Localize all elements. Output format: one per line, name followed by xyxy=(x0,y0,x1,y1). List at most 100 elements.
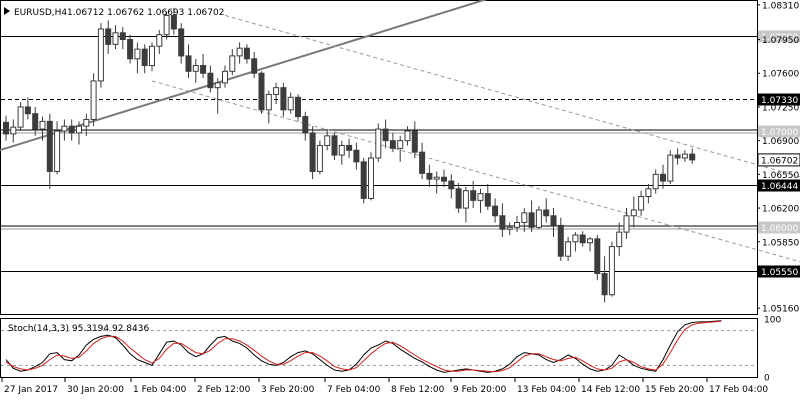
price-tick-label: 1.07600 xyxy=(762,70,799,80)
level-tag-label: 1.07330 xyxy=(761,96,798,106)
bull-candle xyxy=(316,144,323,172)
bear-candle xyxy=(243,47,250,60)
bull-candle xyxy=(192,65,199,72)
bull-candle xyxy=(652,173,659,190)
bear-candle xyxy=(170,14,177,30)
stoch-header: Stoch(14,3,3) 95.3194 92.8436 xyxy=(8,324,149,334)
bull-candle xyxy=(397,140,404,149)
bear-candle xyxy=(3,121,9,135)
time-axis: 27 Jan 2017 30 Jan 20:00 1 Feb 04:00 2 Feb … xyxy=(1,378,768,395)
bull-candle xyxy=(535,209,542,228)
price-tick-label: 1.07950 xyxy=(762,36,799,46)
level-tag xyxy=(758,93,800,106)
bull-candle xyxy=(565,241,572,257)
time-tick-label: 13 Feb 04:00 xyxy=(517,385,576,395)
bear-candle xyxy=(200,65,207,74)
bull-candle xyxy=(214,82,221,89)
price-tick-label: 1.05160 xyxy=(762,305,799,315)
level-tag xyxy=(758,125,800,138)
bear-candle xyxy=(455,188,462,209)
stoch-main-line xyxy=(5,320,722,373)
channel-lower-line xyxy=(151,80,800,263)
bear-candle xyxy=(499,215,506,230)
bull-candle xyxy=(149,45,155,67)
bear-candle xyxy=(689,153,696,161)
bear-candle xyxy=(346,144,353,151)
bear-candle xyxy=(484,193,491,207)
stochastic-layer: 100 0 xyxy=(1,316,781,384)
stoch-tick-label: 100 xyxy=(764,316,781,326)
time-tick-label: 2 Feb 12:00 xyxy=(197,385,251,395)
bear-candle xyxy=(119,32,126,41)
bear-candle xyxy=(579,234,586,244)
time-tick-label: 30 Jan 20:00 xyxy=(67,385,124,395)
level-tag-label: 1.07000 xyxy=(761,128,798,138)
time-tick-label: 7 Feb 04:00 xyxy=(327,385,381,395)
bull-candle xyxy=(134,48,141,60)
level-tag-label: 1.06000 xyxy=(761,224,798,234)
bear-candle xyxy=(141,48,148,67)
bear-candle xyxy=(309,132,316,172)
bear-candle xyxy=(550,215,557,226)
level-tag-label: 1.05550 xyxy=(761,268,798,278)
time-tick-label: 27 Jan 2017 xyxy=(4,385,58,395)
price-tick-label: 1.06550 xyxy=(762,171,799,181)
bull-candle xyxy=(112,32,119,45)
bear-candle xyxy=(594,238,601,275)
bull-candle xyxy=(462,190,469,209)
stoch-signal-line xyxy=(5,320,722,373)
bull-candle xyxy=(76,125,82,134)
time-tick-label: 3 Feb 20:00 xyxy=(261,385,315,395)
bear-candle xyxy=(178,28,185,57)
bull-candle xyxy=(61,125,68,132)
level-tag-label: 1.07990 xyxy=(761,33,798,43)
bear-candle xyxy=(251,58,258,74)
bull-candle xyxy=(638,196,645,211)
bull-candle xyxy=(608,246,615,296)
level-tag xyxy=(758,30,800,43)
bear-candle xyxy=(46,120,53,172)
symbol-arrow-icon xyxy=(4,7,10,15)
bull-candle xyxy=(667,154,674,182)
bull-candle xyxy=(514,222,520,228)
level-tag xyxy=(758,179,800,192)
channel-upper-line xyxy=(224,14,800,178)
bear-candle xyxy=(557,224,564,257)
bear-candle xyxy=(382,128,389,142)
last-price-tag xyxy=(757,153,800,167)
bull-candle xyxy=(222,70,228,84)
bull-candle xyxy=(10,126,17,135)
bear-candle xyxy=(280,87,287,111)
bear-candle xyxy=(426,172,433,180)
bull-candle xyxy=(54,130,61,172)
time-tick-label: 8 Feb 12:00 xyxy=(391,385,445,395)
price-axis: 1.07990 1.07330 1.07000 1.06444 1.06000 1.055… xyxy=(757,1,800,315)
bear-candle xyxy=(419,151,426,174)
time-tick-label: 17 Feb 04:00 xyxy=(709,385,768,395)
bear-candle xyxy=(68,125,75,134)
symbol-label: EURUSD,H4 xyxy=(14,8,67,18)
bull-candle xyxy=(623,215,630,233)
bull-candle xyxy=(17,106,24,128)
bear-candle xyxy=(295,96,301,118)
bear-candle xyxy=(127,39,134,60)
oscillator-plot-frame xyxy=(0,318,758,378)
bull-candle xyxy=(630,209,637,217)
bear-candle xyxy=(302,116,309,134)
bear-candle xyxy=(32,113,39,130)
bear-candle xyxy=(411,130,418,153)
bull-candle xyxy=(324,135,331,146)
bear-candle xyxy=(207,72,214,89)
bear-candle xyxy=(105,28,112,45)
bull-candle xyxy=(506,226,513,230)
bull-candle xyxy=(521,212,528,224)
bull-candle xyxy=(229,55,236,72)
time-tick-label: 9 Feb 20:00 xyxy=(453,385,507,395)
bull-candle xyxy=(572,234,579,243)
price-tick-label: 1.07250 xyxy=(762,103,799,113)
bull-candle xyxy=(477,193,484,201)
bull-candle xyxy=(375,128,382,159)
bear-candle xyxy=(492,205,499,217)
